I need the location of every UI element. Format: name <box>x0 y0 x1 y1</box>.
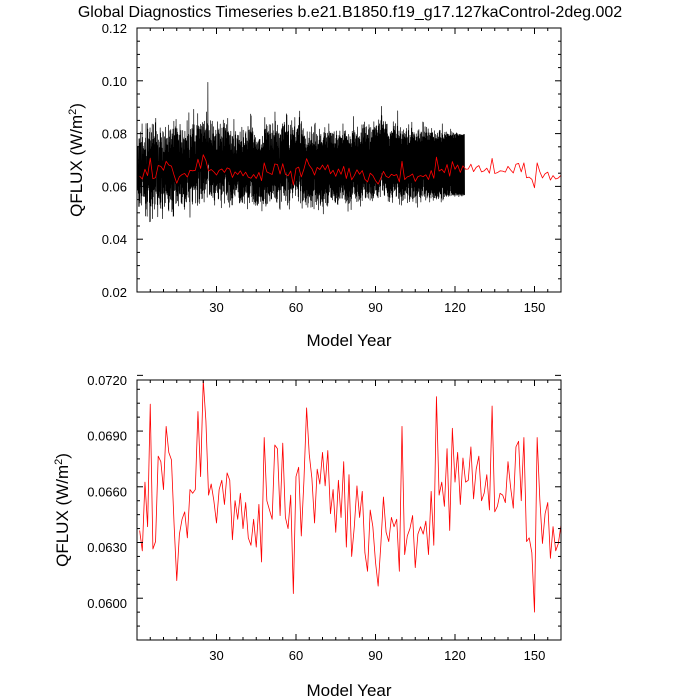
x-tick-label: 150 <box>524 300 546 315</box>
y-tick-label: 0.10 <box>102 74 127 89</box>
top-y-axis-label-main: QFLUX (W/m <box>67 115 86 217</box>
bottom-y-axis-label-main: QFLUX (W/m <box>53 465 72 567</box>
y-tick-label: 0.12 <box>102 21 127 36</box>
top-x-axis-label: Model Year <box>306 331 391 350</box>
x-tick-label: 150 <box>524 648 546 663</box>
y-tick-label: 0.08 <box>102 127 127 142</box>
top-series-annual-line <box>139 154 561 189</box>
y-tick-label: 0.04 <box>102 232 127 247</box>
x-tick-label: 60 <box>289 648 303 663</box>
top-series-monthly-line <box>137 82 465 223</box>
x-tick-label: 90 <box>368 648 382 663</box>
top-y-axis-label: QFLUX (W/m2) <box>67 103 86 217</box>
top-axis-ticks <box>137 27 561 293</box>
bottom-series-annual-line <box>139 380 561 613</box>
bottom-axis-ticks <box>137 374 561 641</box>
top-panel: 30 60 90 120 150 0.02 0.04 0.06 0.08 0.10 0.12 Mod… <box>67 21 562 350</box>
y-tick-label: 0.0690 <box>87 429 127 444</box>
chart-title: Global Diagnostics Timeseries b.e21.B185… <box>78 4 622 21</box>
y-tick-label: 0.0600 <box>87 596 127 611</box>
bottom-y-axis-label-sup: 2 <box>53 459 65 465</box>
bottom-y-axis-label-close: ) <box>53 453 72 459</box>
x-tick-label: 90 <box>368 300 382 315</box>
x-tick-label: 120 <box>444 648 466 663</box>
top-plot-series <box>137 82 561 223</box>
x-tick-label: 60 <box>289 300 303 315</box>
bottom-plot-series <box>139 380 561 613</box>
y-tick-label: 0.06 <box>102 179 127 194</box>
x-tick-label: 30 <box>209 300 223 315</box>
top-y-axis-label-sup: 2 <box>67 109 79 115</box>
y-tick-label: 0.0720 <box>87 373 127 388</box>
bottom-panel: 30 60 90 120 150 0.0600 0.0630 0.0660 0.0690 0.07… <box>53 373 562 700</box>
y-tick-label: 0.02 <box>102 285 127 300</box>
bottom-y-axis-label: QFLUX (W/m2) <box>53 453 72 567</box>
x-tick-label: 30 <box>209 648 223 663</box>
top-axis-tick-labels: 30 60 90 120 150 0.02 0.04 0.06 0.08 0.10 0.12 <box>102 21 546 315</box>
top-y-axis-label-close: ) <box>67 103 86 109</box>
x-tick-label: 120 <box>444 300 466 315</box>
bottom-axis-tick-labels: 30 60 90 120 150 0.0600 0.0630 0.0660 0.0690 0.07… <box>87 373 545 663</box>
bottom-plot-frame <box>136 379 562 641</box>
y-tick-label: 0.0630 <box>87 540 127 555</box>
bottom-x-axis-label: Model Year <box>306 681 391 700</box>
y-tick-label: 0.0660 <box>87 484 127 499</box>
